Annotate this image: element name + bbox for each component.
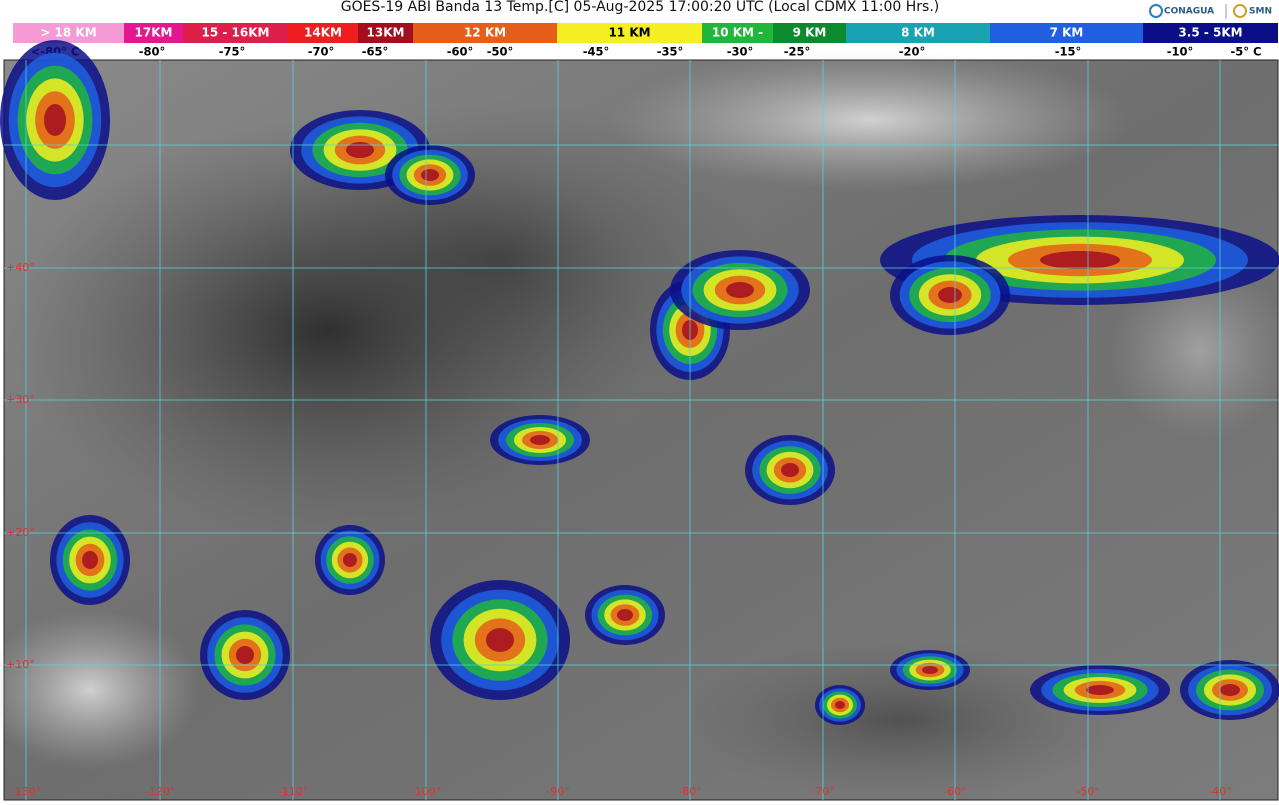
logo-smn: SMN bbox=[1249, 7, 1272, 17]
longitude-label: -60° bbox=[943, 785, 966, 798]
longitude-label: -50° bbox=[1076, 785, 1099, 798]
legend-swatch bbox=[990, 23, 1143, 43]
temperature-label: -60° bbox=[447, 45, 474, 59]
storm-cloud bbox=[1040, 251, 1120, 269]
latitude-label: +40° bbox=[6, 261, 35, 274]
longitude-label: -70° bbox=[811, 785, 834, 798]
storm-cloud bbox=[938, 287, 962, 303]
longitude-label: -90° bbox=[546, 785, 569, 798]
storm-cloud bbox=[82, 551, 98, 569]
legend-label: 15 - 16KM bbox=[202, 26, 270, 40]
temperature-label: -80° bbox=[139, 45, 166, 59]
storm-cloud bbox=[44, 104, 66, 136]
storm-cloud bbox=[421, 169, 439, 181]
temperature-label: -5° C bbox=[1231, 45, 1262, 59]
grid: +40° +30° +20° +10° -130° -120° -110° -100° -90°… bbox=[4, 60, 1278, 800]
logo-icon bbox=[1233, 4, 1247, 18]
legend-swatch bbox=[773, 23, 846, 43]
temperature-label: -65° bbox=[362, 45, 389, 59]
longitude-label: -110° bbox=[278, 785, 308, 798]
temperature-label: -75° bbox=[219, 45, 246, 59]
storm-cloud bbox=[922, 666, 938, 674]
storm-cloud bbox=[530, 435, 550, 445]
longitude-label: -120° bbox=[145, 785, 175, 798]
legend: > 18 KM 17KM 15 - 16KM 14KM 13KM 12 KM 11 KM 10… bbox=[13, 23, 1278, 59]
storm-cloud bbox=[343, 553, 357, 567]
storm-cloud bbox=[236, 646, 254, 664]
longitude-label: -40° bbox=[1208, 785, 1231, 798]
title: GOES-19 ABI Banda 13 Temp.[C] 05-Aug-202… bbox=[341, 0, 940, 15]
latitude-label: +30° bbox=[6, 393, 35, 406]
logo-icon bbox=[1149, 4, 1163, 18]
legend-swatch bbox=[183, 23, 288, 43]
legend-swatch bbox=[702, 23, 773, 43]
legend-label: 10 KM - bbox=[712, 26, 763, 40]
storm-cloud bbox=[1086, 685, 1114, 695]
legend-label: 12 KM bbox=[464, 26, 506, 40]
legend-swatch bbox=[846, 23, 990, 43]
legend-label: 13KM bbox=[367, 26, 405, 40]
legend-label: 11 KM bbox=[608, 26, 650, 40]
legend-swatch bbox=[557, 23, 702, 43]
temperature-label: -15° bbox=[1055, 45, 1082, 59]
cloud bbox=[610, 50, 1130, 190]
storm-cloud bbox=[486, 628, 514, 652]
map: +40° +30° +20° +10° -130° -120° -110° -100° -90°… bbox=[0, 40, 1279, 801]
logo-conagua: CONAGUA bbox=[1164, 7, 1214, 17]
storm-cloud bbox=[1220, 684, 1240, 696]
temperature-label: -30° bbox=[727, 45, 754, 59]
longitude-label: -100° bbox=[411, 785, 441, 798]
storm-cloud bbox=[726, 282, 754, 298]
storms bbox=[0, 40, 1279, 725]
storm-cloud bbox=[617, 609, 633, 621]
legend-label: > 18 KM bbox=[40, 26, 96, 40]
longitude-label: -80° bbox=[678, 785, 701, 798]
legend-label: 14KM bbox=[304, 26, 342, 40]
storm-cloud bbox=[835, 701, 845, 709]
cloud bbox=[0, 610, 200, 770]
legend-label: 3.5 - 5KM bbox=[1178, 26, 1242, 40]
temperature-label: -50° bbox=[487, 45, 514, 59]
latitude-label: +20° bbox=[6, 526, 35, 539]
cloud bbox=[1110, 260, 1279, 440]
temperature-label: -45° bbox=[583, 45, 610, 59]
storm-cloud bbox=[346, 142, 374, 158]
legend-swatch bbox=[13, 23, 124, 43]
legend-label: 17KM bbox=[135, 26, 173, 40]
legend-swatch bbox=[413, 23, 557, 43]
legend-label: 9 KM bbox=[793, 26, 827, 40]
temperature-label: -70° bbox=[308, 45, 335, 59]
temperature-label: -35° bbox=[657, 45, 684, 59]
longitude-label: -130° bbox=[11, 785, 41, 798]
legend-swatch bbox=[1143, 23, 1278, 43]
latitude-label: +10° bbox=[6, 658, 35, 671]
storm-cloud bbox=[781, 463, 799, 477]
logos: CONAGUA SMN bbox=[1146, 1, 1278, 22]
legend-swatch bbox=[358, 23, 413, 43]
land-mass bbox=[680, 640, 1120, 800]
temperature-label: -10° bbox=[1167, 45, 1194, 59]
legend-label: 8 KM bbox=[901, 26, 935, 40]
legend-swatch bbox=[288, 23, 358, 43]
legend-label: 7 KM bbox=[1050, 26, 1084, 40]
legend-swatch bbox=[124, 23, 183, 43]
